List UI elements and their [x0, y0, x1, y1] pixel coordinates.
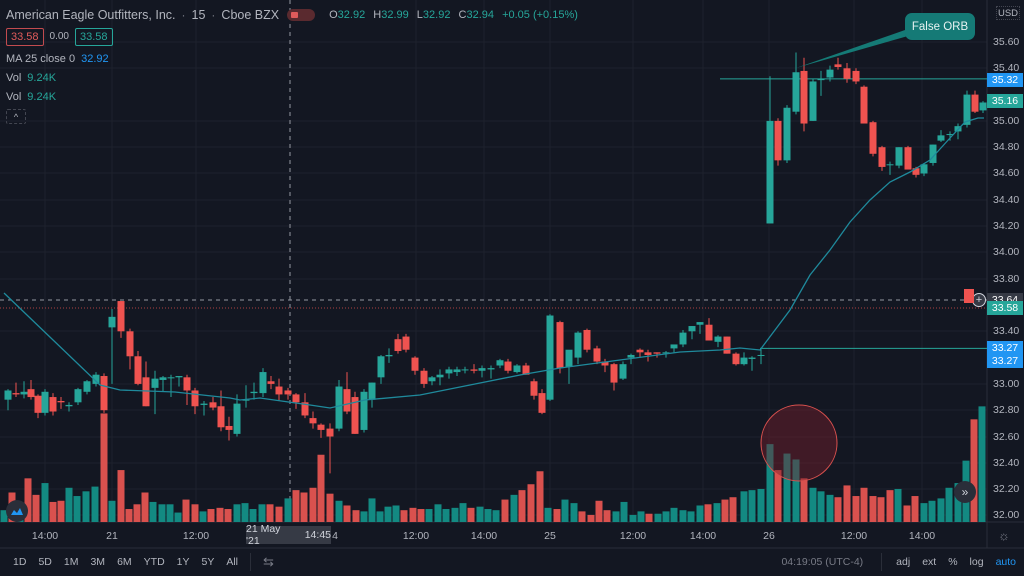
ext-toggle[interactable]: ext — [922, 556, 937, 568]
time-axis-label: 14:00 — [31, 530, 59, 542]
candlesticks — [4, 52, 987, 474]
indicator-volume-2[interactable]: Vol 9.24K — [6, 90, 57, 103]
double-chevron-right-icon: » — [961, 485, 969, 499]
ohlc-values: O32.92 H32.99 L32.92 C32.94 +0.05 (+0.15… — [329, 8, 578, 21]
annotations — [760, 30, 915, 482]
collapse-legend-button[interactable]: ^ — [6, 109, 26, 124]
time-axis-label: 25 — [544, 530, 556, 542]
time-label-partial: 4 — [332, 530, 338, 542]
price-axis-label: 33.80 — [993, 273, 1020, 285]
adj-toggle[interactable]: adj — [896, 556, 911, 568]
toolbar-divider — [250, 553, 252, 571]
exchange[interactable]: Cboe BZX — [221, 7, 280, 22]
range-6m[interactable]: 6M — [117, 556, 132, 568]
range-5d[interactable]: 5D — [38, 556, 52, 568]
add-alert-plus-icon[interactable]: + — [972, 293, 986, 307]
cloud-logo-icon — [11, 508, 23, 515]
indicator-ma[interactable]: MA 25 close 0 32.92 — [6, 52, 109, 65]
currency-button[interactable]: USD — [996, 6, 1020, 20]
range-ytd[interactable]: YTD — [143, 556, 165, 568]
price-tag: 33.27 — [987, 341, 1023, 355]
right-controls: 04:19:05 (UTC-4) adj ext % log auto — [781, 548, 1016, 576]
time-axis-label: 12:00 — [402, 530, 430, 542]
percent-toggle[interactable]: % — [948, 556, 958, 568]
symbol-row: American Eagle Outfitters, Inc. · 15 · C… — [6, 5, 583, 24]
price-axis-label: 32.80 — [993, 404, 1020, 416]
moving-average-line — [3, 117, 984, 409]
settings-gear-icon[interactable]: ☼ — [998, 528, 1010, 543]
crosshair-time-label: 21 May '21 14:45 — [246, 523, 331, 547]
interval-separator: · — [181, 7, 186, 22]
market-status-icon[interactable] — [287, 8, 316, 21]
price-axis-label: 34.40 — [993, 194, 1020, 206]
price-tag: 33.58 — [987, 301, 1023, 315]
range-3m[interactable]: 3M — [90, 556, 106, 568]
range-5y[interactable]: 5Y — [201, 556, 215, 568]
range-all[interactable]: All — [226, 556, 239, 568]
log-toggle[interactable]: log — [969, 556, 984, 568]
price-axis-label: 35.60 — [993, 36, 1020, 48]
range-1d[interactable]: 1D — [13, 556, 27, 568]
time-axis-label: 14:00 — [470, 530, 498, 542]
range-1m[interactable]: 1M — [63, 556, 79, 568]
clock[interactable]: 04:19:05 (UTC-4) — [781, 556, 864, 568]
auto-toggle[interactable]: auto — [995, 556, 1016, 568]
bid-ask-row: 33.58 0.00 33.58 — [6, 26, 583, 47]
sell-button[interactable]: 33.58 — [6, 27, 44, 46]
scroll-to-realtime-button[interactable]: » — [954, 481, 976, 503]
price-axis-label: 34.00 — [993, 246, 1020, 258]
chevron-up-icon: ^ — [13, 111, 19, 122]
range-1y[interactable]: 1Y — [176, 556, 190, 568]
false-orb-callout[interactable]: False ORB — [905, 13, 975, 40]
time-axis-label: 12:00 — [619, 530, 647, 542]
spread-value: 0.00 — [49, 31, 69, 42]
price-tag: 35.16 — [987, 94, 1023, 108]
volume-bars — [0, 406, 986, 522]
price-tag: 35.32 — [987, 73, 1023, 87]
chart-legend: American Eagle Outfitters, Inc. · 15 · C… — [6, 5, 583, 124]
price-axis-label: 35.00 — [993, 115, 1020, 127]
time-axis-label: 12:00 — [840, 530, 868, 542]
indicator-volume-1[interactable]: Vol 9.24K — [6, 71, 57, 84]
symbol-title[interactable]: American Eagle Outfitters, Inc. — [6, 7, 176, 22]
logo-button[interactable] — [6, 500, 28, 522]
price-axis-label: 32.60 — [993, 431, 1020, 443]
interval[interactable]: 15 — [191, 7, 206, 22]
price-axis-label: 34.60 — [993, 167, 1020, 179]
price-axis-label: 35.40 — [993, 62, 1020, 74]
price-axis-label: 33.00 — [993, 378, 1020, 390]
price-axis-label: 34.80 — [993, 141, 1020, 153]
time-axis-label: 12:00 — [182, 530, 210, 542]
time-axis-label: 14:00 — [689, 530, 717, 542]
alert-marker — [964, 289, 974, 303]
bottom-toolbar: 1D 5D 1M 3M 6M YTD 1Y 5Y All ⇆ 04:19:05 … — [0, 548, 1024, 576]
price-tag: 33.27 — [987, 354, 1023, 368]
time-axis-label: 14:00 — [908, 530, 936, 542]
price-axis-label: 34.20 — [993, 220, 1020, 232]
exchange-separator: · — [211, 7, 216, 22]
time-axis-label: 21 — [106, 530, 118, 542]
price-axis-label: 33.40 — [993, 325, 1020, 337]
price-axis-label: 32.20 — [993, 483, 1020, 495]
goto-date-icon[interactable]: ⇆ — [263, 554, 274, 569]
price-axis-label: 32.40 — [993, 457, 1020, 469]
buy-button[interactable]: 33.58 — [75, 27, 113, 46]
price-axis-label: 32.00 — [993, 509, 1020, 521]
toolbar-divider-2 — [881, 553, 883, 571]
time-axis-label: 26 — [763, 530, 775, 542]
